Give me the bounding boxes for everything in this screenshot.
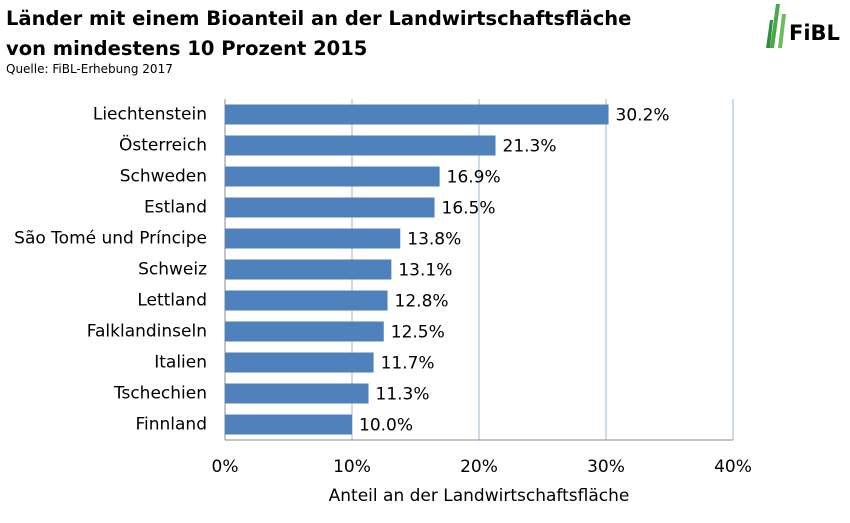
bar [225, 352, 374, 373]
chart-title: Länder mit einem Bioanteil an der Landwi… [6, 7, 632, 60]
logo-stripe [766, 20, 773, 48]
x-tick-label: 10% [333, 457, 371, 477]
bar [225, 259, 392, 280]
bar [225, 414, 352, 435]
value-label: 10.0% [359, 416, 413, 436]
bar [225, 197, 435, 218]
logo-stripe [770, 4, 780, 48]
logo-stripe [778, 14, 786, 48]
x-tick-label: 30% [587, 457, 625, 477]
value-label: 11.7% [381, 354, 435, 374]
y-tick-label: Schweden [120, 167, 207, 187]
bar [225, 321, 384, 342]
value-label: 30.2% [616, 106, 670, 126]
value-label: 16.9% [447, 168, 501, 188]
logo: FiBL [766, 4, 840, 48]
x-tick-label: 20% [460, 457, 498, 477]
x-tick-label: 40% [714, 457, 752, 477]
value-label: 12.5% [391, 323, 445, 343]
y-tick-label: São Tomé und Príncipe [14, 229, 207, 249]
y-tick-label: Schweiz [138, 260, 207, 280]
bar [225, 104, 609, 125]
bar [225, 383, 369, 404]
y-tick-label: Italien [154, 353, 207, 373]
y-tick-label: Falklandinseln [87, 322, 207, 342]
logo-text: FiBL [789, 21, 840, 45]
value-label: 13.1% [398, 261, 452, 281]
y-tick-label: Lettland [137, 291, 207, 311]
bar [225, 135, 496, 156]
bar [225, 290, 388, 311]
value-label: 12.8% [395, 292, 449, 312]
y-tick-label: Tschechien [113, 384, 207, 404]
chart-subtitle: Quelle: FiBL-Erhebung 2017 [6, 62, 173, 76]
x-tick-label: 0% [212, 457, 239, 477]
bar [225, 166, 440, 187]
value-label: 11.3% [376, 385, 430, 405]
y-tick-label: Liechtenstein [93, 105, 207, 125]
bar [225, 228, 401, 249]
x-axis-label: Anteil an der Landwirtschaftsfläche [329, 486, 630, 506]
value-label: 16.5% [442, 199, 496, 219]
value-label: 21.3% [503, 137, 557, 157]
y-tick-label: Finnland [135, 415, 207, 435]
y-tick-label: Österreich [119, 134, 207, 156]
y-tick-label: Estland [144, 198, 207, 218]
value-label: 13.8% [407, 230, 461, 250]
